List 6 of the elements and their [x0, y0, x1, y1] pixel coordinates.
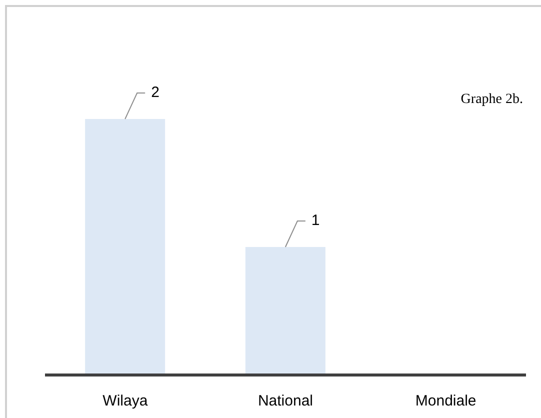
x-tick-label: Wilaya: [102, 392, 148, 410]
text: Graphe 2b.: [460, 92, 523, 108]
data-label: 1: [311, 212, 320, 229]
data-label: 2: [151, 84, 160, 101]
x-tick-label: National: [258, 392, 314, 410]
x-tick-label: Mondiale: [415, 392, 476, 410]
